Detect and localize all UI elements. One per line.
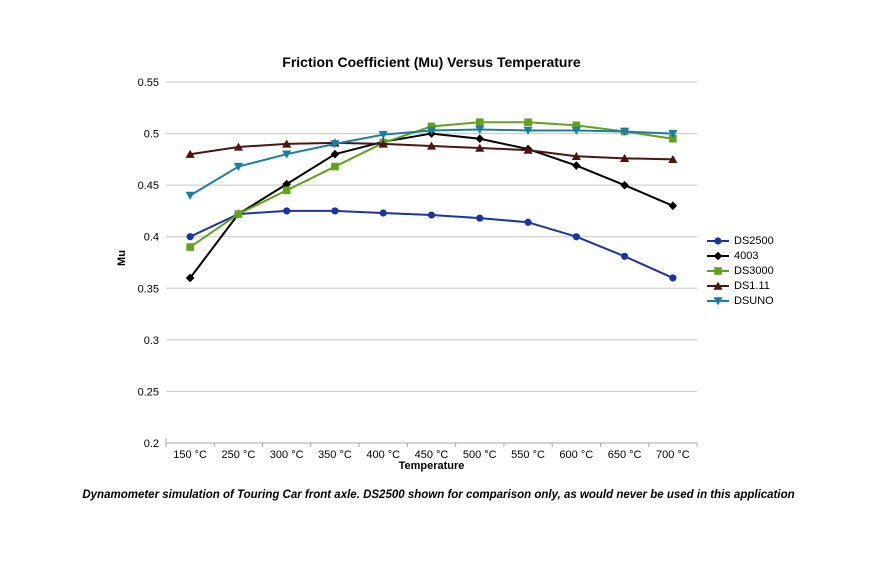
x-axis-title: Temperature — [398, 460, 465, 472]
x-tick-label: 150 °C — [173, 449, 207, 461]
chart-title: Friction Coefficient (Mu) Versus Tempera… — [282, 54, 581, 70]
data-point-4003 — [330, 149, 340, 159]
legend-marker — [714, 266, 722, 275]
legend-item-4003: 4003 — [707, 248, 774, 263]
legend: DS2500 4003 DS3000 DS1.11 DSUNO — [707, 233, 774, 308]
data-point-DS2500 — [186, 233, 194, 241]
data-point-DSUNO — [426, 126, 437, 135]
x-tick-label: 400 °C — [366, 449, 400, 461]
data-point-4003 — [185, 273, 195, 283]
y-tick-label: 0.55 — [138, 77, 159, 89]
y-axis-title: Mu — [115, 250, 128, 266]
y-tick-label: 0.45 — [138, 180, 159, 192]
x-tick-label: 600 °C — [559, 449, 593, 461]
data-point-DS3000 — [234, 210, 243, 218]
data-point-4003 — [572, 161, 581, 170]
data-point-DS3000 — [524, 118, 532, 127]
y-tick-label: 0.5 — [144, 129, 159, 141]
data-point-DS1.11 — [233, 142, 244, 151]
data-point-DSUNO — [619, 127, 630, 136]
data-point-DS3000 — [331, 162, 339, 171]
data-point-DS3000 — [282, 186, 291, 195]
data-point-DSUNO — [185, 191, 195, 200]
legend-item-DS2500: DS2500 — [707, 233, 774, 248]
x-tick-label: 250 °C — [222, 449, 256, 461]
data-point-DS3000 — [475, 118, 484, 127]
legend-label: DSUNO — [734, 294, 774, 307]
data-point-DSUNO — [282, 150, 292, 159]
legend-marker-triangle-down-icon — [707, 296, 729, 305]
data-point-DS1.11 — [619, 153, 630, 163]
data-point-DS1.11 — [282, 139, 292, 148]
legend-marker-circle-icon — [707, 236, 729, 245]
data-point-DSUNO — [378, 130, 388, 140]
series-line-DS2500 — [189, 209, 674, 279]
legend-item-DS3000: DS3000 — [707, 263, 774, 278]
data-point-DS2500 — [379, 209, 387, 217]
data-point-DS1.11 — [378, 139, 388, 148]
data-point-DSUNO — [475, 125, 485, 134]
x-tick-label: 550 °C — [511, 449, 545, 461]
data-point-4003 — [620, 180, 629, 190]
x-tick-label: 700 °C — [656, 449, 690, 461]
y-tick-label: 0.25 — [138, 386, 159, 398]
data-point-DS2500 — [476, 214, 484, 222]
legend-marker — [713, 296, 723, 305]
data-point-DS1.11 — [523, 145, 533, 154]
legend-label: DS3000 — [734, 264, 774, 277]
legend-label: 4003 — [734, 249, 759, 262]
series-line-4003 — [189, 132, 674, 279]
data-point-DSUNO — [571, 126, 581, 135]
x-tick-label: 300 °C — [270, 449, 304, 461]
data-point-4003 — [475, 134, 485, 144]
legend-marker — [714, 236, 722, 245]
x-tick-label: 650 °C — [608, 449, 642, 461]
y-tick-label: 0.2 — [144, 438, 159, 450]
data-point-DS2500 — [427, 211, 436, 219]
data-point-DS2500 — [331, 207, 339, 215]
data-point-DS1.11 — [185, 149, 195, 158]
x-tick-label: 500 °C — [463, 449, 497, 461]
data-point-DS3000 — [572, 121, 581, 130]
chart-caption: Dynamometer simulation of Touring Car fr… — [82, 489, 795, 501]
data-point-DS1.11 — [571, 151, 581, 160]
legend-item-DS1.11: DS1.11 — [707, 278, 774, 293]
x-tick-label: 350 °C — [318, 449, 352, 461]
data-point-DS1.11 — [475, 143, 485, 152]
data-point-4003 — [668, 201, 678, 211]
data-point-DS3000 — [427, 122, 436, 131]
data-point-DS2500 — [620, 252, 629, 260]
data-point-DS2500 — [283, 207, 291, 215]
legend-marker-diamond-icon — [707, 251, 729, 260]
data-point-DSUNO — [330, 140, 340, 149]
data-point-DS1.11 — [668, 154, 678, 164]
data-point-DSUNO — [668, 129, 678, 138]
series-line-DS3000 — [189, 121, 674, 248]
legend-marker-triangle-up-icon — [707, 281, 729, 290]
legend-marker-square-icon — [707, 266, 729, 275]
data-point-DSUNO — [233, 162, 244, 171]
legend-marker — [713, 281, 723, 290]
data-point-DS2500 — [669, 274, 677, 282]
data-point-DS2500 — [572, 233, 580, 241]
y-tick-label: 0.35 — [138, 283, 159, 295]
legend-label: DS2500 — [734, 234, 774, 247]
data-point-DS2500 — [524, 218, 532, 226]
data-point-DS3000 — [669, 134, 677, 143]
data-point-DS1.11 — [426, 141, 437, 150]
y-tick-label: 0.3 — [144, 335, 159, 347]
x-tick-label: 450 °C — [415, 449, 449, 461]
y-tick-label: 0.4 — [144, 232, 159, 244]
legend-marker — [713, 251, 723, 260]
legend-item-DSUNO: DSUNO — [707, 293, 774, 308]
data-point-4003 — [282, 179, 291, 189]
legend-label: DS1.11 — [734, 279, 770, 292]
data-point-DS3000 — [186, 243, 194, 251]
data-point-DSUNO — [523, 126, 533, 135]
